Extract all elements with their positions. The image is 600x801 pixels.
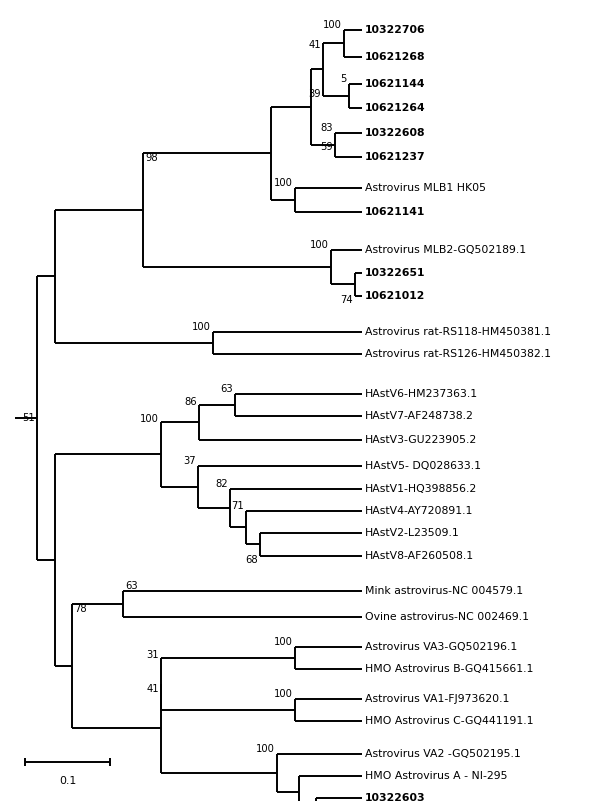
Text: Astrovirus rat-RS118-HM450381.1: Astrovirus rat-RS118-HM450381.1 xyxy=(365,327,551,337)
Text: 100: 100 xyxy=(256,744,275,754)
Text: 100: 100 xyxy=(274,178,293,188)
Text: HMO Astrovirus A - NI-295: HMO Astrovirus A - NI-295 xyxy=(365,771,508,781)
Text: Astrovirus MLB2-GQ502189.1: Astrovirus MLB2-GQ502189.1 xyxy=(365,245,526,255)
Text: 10322651: 10322651 xyxy=(365,268,425,278)
Text: 10322603: 10322603 xyxy=(365,793,425,801)
Text: HAstV5- DQ028633.1: HAstV5- DQ028633.1 xyxy=(365,461,481,471)
Text: 78: 78 xyxy=(74,604,86,614)
Text: 51: 51 xyxy=(22,413,35,423)
Text: 39: 39 xyxy=(308,89,321,99)
Text: HAstV4-AY720891.1: HAstV4-AY720891.1 xyxy=(365,506,473,516)
Text: HAstV2-L23509.1: HAstV2-L23509.1 xyxy=(365,528,460,538)
Text: Mink astrovirus-NC 004579.1: Mink astrovirus-NC 004579.1 xyxy=(365,586,523,596)
Text: HMO Astrovirus B-GQ415661.1: HMO Astrovirus B-GQ415661.1 xyxy=(365,664,533,674)
Text: HAstV3-GU223905.2: HAstV3-GU223905.2 xyxy=(365,435,477,445)
Text: Astrovirus VA1-FJ973620.1: Astrovirus VA1-FJ973620.1 xyxy=(365,694,509,704)
Text: Astrovirus VA3-GQ502196.1: Astrovirus VA3-GQ502196.1 xyxy=(365,642,517,652)
Text: HMO Astrovirus C-GQ441191.1: HMO Astrovirus C-GQ441191.1 xyxy=(365,716,533,726)
Text: 5: 5 xyxy=(341,74,347,84)
Text: 10621012: 10621012 xyxy=(365,291,425,301)
Text: Astrovirus MLB1 HK05: Astrovirus MLB1 HK05 xyxy=(365,183,486,193)
Text: 98: 98 xyxy=(145,153,158,163)
Text: 86: 86 xyxy=(184,397,197,407)
Text: HAstV8-AF260508.1: HAstV8-AF260508.1 xyxy=(365,551,474,561)
Text: 82: 82 xyxy=(215,479,228,489)
Text: Ovine astrovirus-NC 002469.1: Ovine astrovirus-NC 002469.1 xyxy=(365,612,529,622)
Text: 74: 74 xyxy=(340,295,353,305)
Text: 100: 100 xyxy=(323,20,342,30)
Text: 100: 100 xyxy=(140,414,159,424)
Text: 10322608: 10322608 xyxy=(365,128,425,138)
Text: 37: 37 xyxy=(184,456,196,466)
Text: 100: 100 xyxy=(310,240,329,250)
Text: 63: 63 xyxy=(220,384,233,394)
Text: 41: 41 xyxy=(308,40,321,50)
Text: 31: 31 xyxy=(146,650,159,660)
Text: 10621144: 10621144 xyxy=(365,79,425,89)
Text: 10322706: 10322706 xyxy=(365,25,425,35)
Text: 10621141: 10621141 xyxy=(365,207,425,217)
Text: 63: 63 xyxy=(125,581,137,591)
Text: 100: 100 xyxy=(192,322,211,332)
Text: 68: 68 xyxy=(245,555,258,565)
Text: HAstV6-HM237363.1: HAstV6-HM237363.1 xyxy=(365,389,478,399)
Text: 100: 100 xyxy=(274,637,293,647)
Text: 0.1: 0.1 xyxy=(59,776,76,786)
Text: 100: 100 xyxy=(274,689,293,699)
Text: 10621237: 10621237 xyxy=(365,152,425,162)
Text: 71: 71 xyxy=(231,501,244,511)
Text: 83: 83 xyxy=(320,123,333,133)
Text: Astrovirus rat-RS126-HM450382.1: Astrovirus rat-RS126-HM450382.1 xyxy=(365,349,551,359)
Text: HAstV7-AF248738.2: HAstV7-AF248738.2 xyxy=(365,411,474,421)
Text: 41: 41 xyxy=(146,684,159,694)
Text: 10621264: 10621264 xyxy=(365,103,425,113)
Text: HAstV1-HQ398856.2: HAstV1-HQ398856.2 xyxy=(365,484,477,494)
Text: 59: 59 xyxy=(320,142,333,152)
Text: 10621268: 10621268 xyxy=(365,52,425,62)
Text: Astrovirus VA2 -GQ502195.1: Astrovirus VA2 -GQ502195.1 xyxy=(365,749,521,759)
